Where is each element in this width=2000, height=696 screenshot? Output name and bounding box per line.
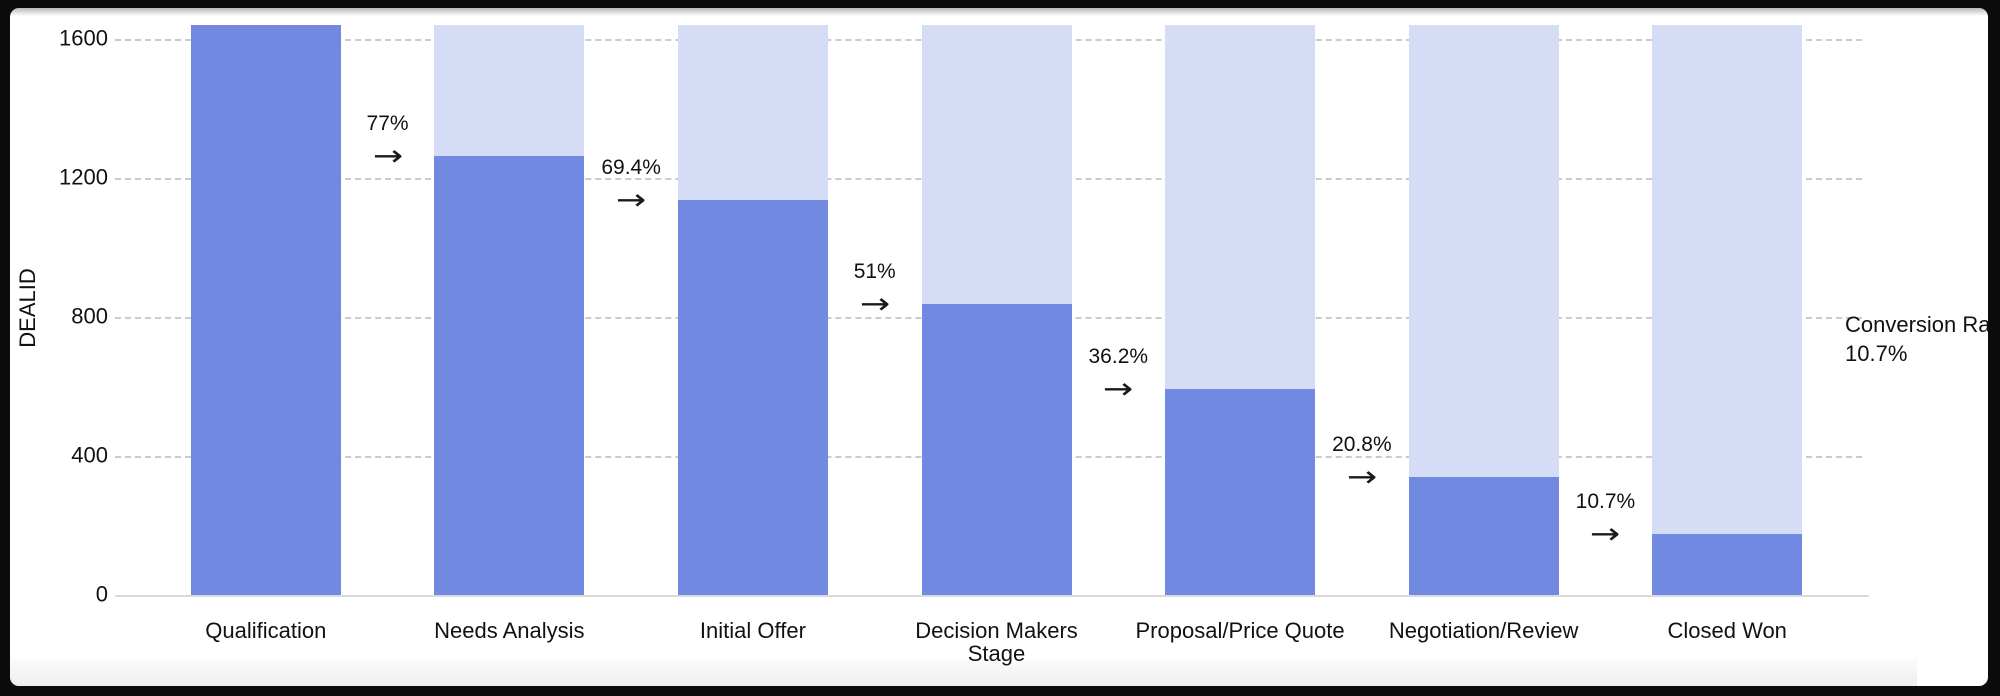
conversion-rate-annotation-line1: Conversion Rate:: [1845, 312, 1988, 337]
right-arrow-icon: →: [1103, 370, 1134, 405]
y-tick-label-800: 800: [71, 303, 108, 329]
x-axis-title: Stage: [967, 641, 1026, 666]
bottom-scrollbar-track: [10, 658, 1917, 686]
conversion-rate-annotation: Conversion Rate: 10.7%: [1845, 310, 1988, 368]
conversion-pct-label: 10.7%: [1575, 490, 1636, 514]
conversion-pct-label: 51%: [853, 260, 896, 284]
right-arrow-icon: →: [372, 138, 403, 173]
conversion-rate-annotation-line2: 10.7%: [1845, 341, 1908, 366]
x-tick-label: Proposal/Price Quote: [1135, 618, 1345, 643]
x-tick-label: Negotiation/Review: [1388, 618, 1579, 643]
bar-initial-offer[interactable]: [677, 199, 828, 595]
y-axis-title: DEALID: [15, 268, 40, 348]
right-arrow-icon: →: [1346, 458, 1378, 493]
conversion-pct-label: 20.8%: [1332, 432, 1392, 456]
bar-decision-makers[interactable]: [921, 304, 1072, 595]
right-arrow-icon: →: [859, 286, 890, 321]
x-axis-line: [115, 595, 1869, 597]
y-tick-label-1200: 1200: [59, 164, 108, 190]
bar-negotiation-review[interactable]: [1408, 476, 1559, 595]
y-tick-label-1600: 1600: [59, 25, 108, 51]
x-tick-label: Needs Analysis: [434, 618, 585, 643]
bar-background: [1652, 25, 1803, 595]
x-tick-label: Closed Won: [1667, 618, 1787, 643]
bar-closed-won[interactable]: [1652, 534, 1803, 595]
x-tick-label: Decision Makers: [915, 618, 1078, 643]
y-tick-label-0: 0: [95, 581, 108, 607]
x-tick-label: Initial Offer: [699, 618, 806, 643]
right-arrow-icon: →: [615, 181, 647, 216]
bar-needs-analysis[interactable]: [434, 156, 585, 595]
bar-qualification[interactable]: [190, 25, 341, 595]
conversion-pct-label: 69.4%: [601, 155, 661, 179]
chart-panel: 0 400 800 1200 1600 Qualification Needs Analys…: [10, 8, 1988, 686]
conversion-pct-label: 36.2%: [1088, 344, 1149, 368]
bar-proposal-price-quote[interactable]: [1165, 388, 1316, 595]
right-arrow-icon: →: [1590, 516, 1621, 551]
x-tick-label: Qualification: [205, 618, 327, 643]
conversion-pct-label: 77%: [366, 112, 409, 136]
y-tick-label-400: 400: [71, 442, 108, 468]
